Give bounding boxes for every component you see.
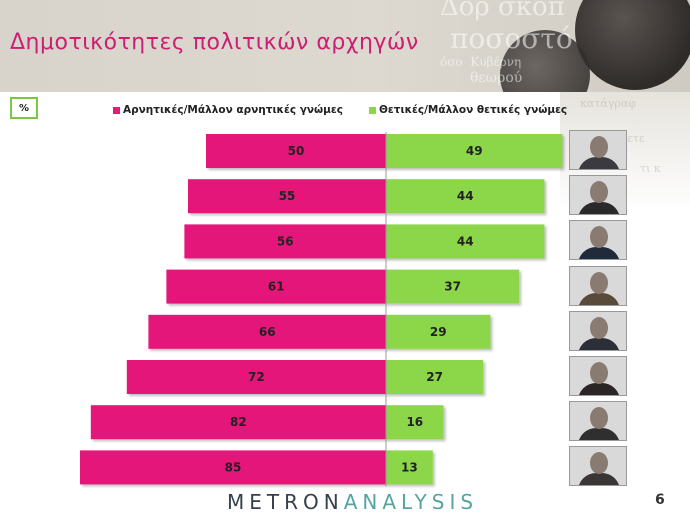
leader-photo-5: [569, 310, 627, 351]
data-label-positive-5: 29: [430, 325, 447, 339]
brand-logo: METRONANALYSIS: [227, 490, 478, 514]
data-label-negative-7: 82: [230, 415, 247, 429]
data-label-positive-3: 44: [457, 234, 474, 248]
legend-swatch-negative: [113, 106, 120, 114]
data-label-positive-1: 49: [466, 144, 483, 158]
leader-photo-6: [569, 356, 627, 396]
legend-swatch-positive: [369, 106, 376, 114]
bar-positive-8: [386, 450, 433, 485]
decorative-text-2: ποσοστό: [450, 22, 573, 55]
data-label-positive-2: 44: [457, 189, 474, 203]
bar-positive-4: [386, 269, 520, 304]
bar-positive-1: [386, 134, 563, 168]
portrait-body-icon: [578, 292, 620, 305]
portrait-head-icon: [590, 362, 608, 384]
bar-negative-6: [126, 360, 387, 394]
portrait-head-icon: [590, 181, 608, 204]
portrait-body-icon: [578, 157, 620, 169]
portrait-body-icon: [578, 337, 620, 350]
data-label-negative-6: 72: [248, 370, 265, 384]
side-decorative-text-1: κατάγραφ: [580, 97, 636, 110]
bar-negative-8: [80, 450, 386, 485]
header-banner: Δορ σκοπ ποσοστό όσο Κυβέρνη θεωρού Δημο…: [0, 0, 690, 92]
bar-positive-2: [386, 179, 545, 214]
legend-positive: Θετικές/Μάλλον θετικές γνώμες: [369, 104, 567, 116]
bar-negative-4: [166, 269, 386, 304]
leader-photo-8: [569, 446, 627, 487]
bar-negative-3: [184, 224, 386, 259]
data-label-negative-1: 50: [288, 144, 305, 158]
page-number: 6: [655, 492, 665, 508]
bar-negative-7: [90, 405, 387, 440]
legend-negative: Αρνητικές/Μάλλον αρνητικές γνώμες: [113, 104, 343, 116]
bar-negative-1: [206, 134, 386, 168]
portrait-head-icon: [590, 316, 608, 339]
decorative-text-1: Δορ σκοπ: [440, 0, 565, 22]
portrait-body-icon: [578, 247, 620, 260]
portrait-body-icon: [578, 383, 620, 395]
bar-positive-3: [386, 224, 545, 259]
bar-positive-6: [386, 360, 484, 394]
bar-negative-5: [148, 314, 386, 349]
portrait-body-icon: [578, 473, 620, 486]
leader-photo-1: [569, 130, 627, 170]
portrait-head-icon: [590, 136, 608, 158]
side-decorative-text-3: τι κ: [640, 162, 661, 175]
data-label-negative-5: 66: [259, 325, 276, 339]
data-label-positive-6: 27: [426, 370, 443, 384]
brand-logo-accent: ANALYSIS: [343, 490, 479, 514]
data-label-positive-8: 13: [401, 460, 418, 474]
brand-logo-main: METRON: [227, 490, 344, 514]
data-label-negative-8: 85: [225, 460, 242, 474]
data-label-positive-7: 16: [406, 415, 423, 429]
leader-photo-3: [569, 220, 627, 261]
decorative-text-3: όσο Κυβέρνη: [440, 55, 522, 69]
portrait-head-icon: [590, 226, 608, 249]
data-label-negative-3: 56: [277, 234, 294, 248]
leader-photo-7: [569, 401, 627, 442]
leader-photo-4: [569, 265, 627, 306]
page-title: Δημοτικότητες πολιτικών αρχηγών: [10, 30, 419, 55]
data-label-negative-4: 61: [268, 280, 285, 294]
bar-positive-7: [386, 405, 444, 440]
data-label-negative-2: 55: [279, 189, 296, 203]
data-label-positive-4: 37: [444, 280, 461, 294]
bar-negative-2: [188, 179, 386, 214]
portrait-head-icon: [590, 452, 608, 475]
legend-label-negative: Αρνητικές/Μάλλον αρνητικές γνώμες: [123, 104, 343, 116]
portrait-head-icon: [590, 271, 608, 294]
portrait-body-icon: [578, 428, 620, 441]
leader-photo-2: [569, 175, 627, 216]
legend-label-positive: Θετικές/Μάλλον θετικές γνώμες: [379, 104, 568, 116]
portrait-body-icon: [578, 202, 620, 215]
portrait-head-icon: [590, 407, 608, 430]
bar-positive-5: [386, 314, 491, 349]
unit-badge: %: [10, 97, 38, 119]
decorative-text-4: θεωρού: [470, 70, 523, 86]
